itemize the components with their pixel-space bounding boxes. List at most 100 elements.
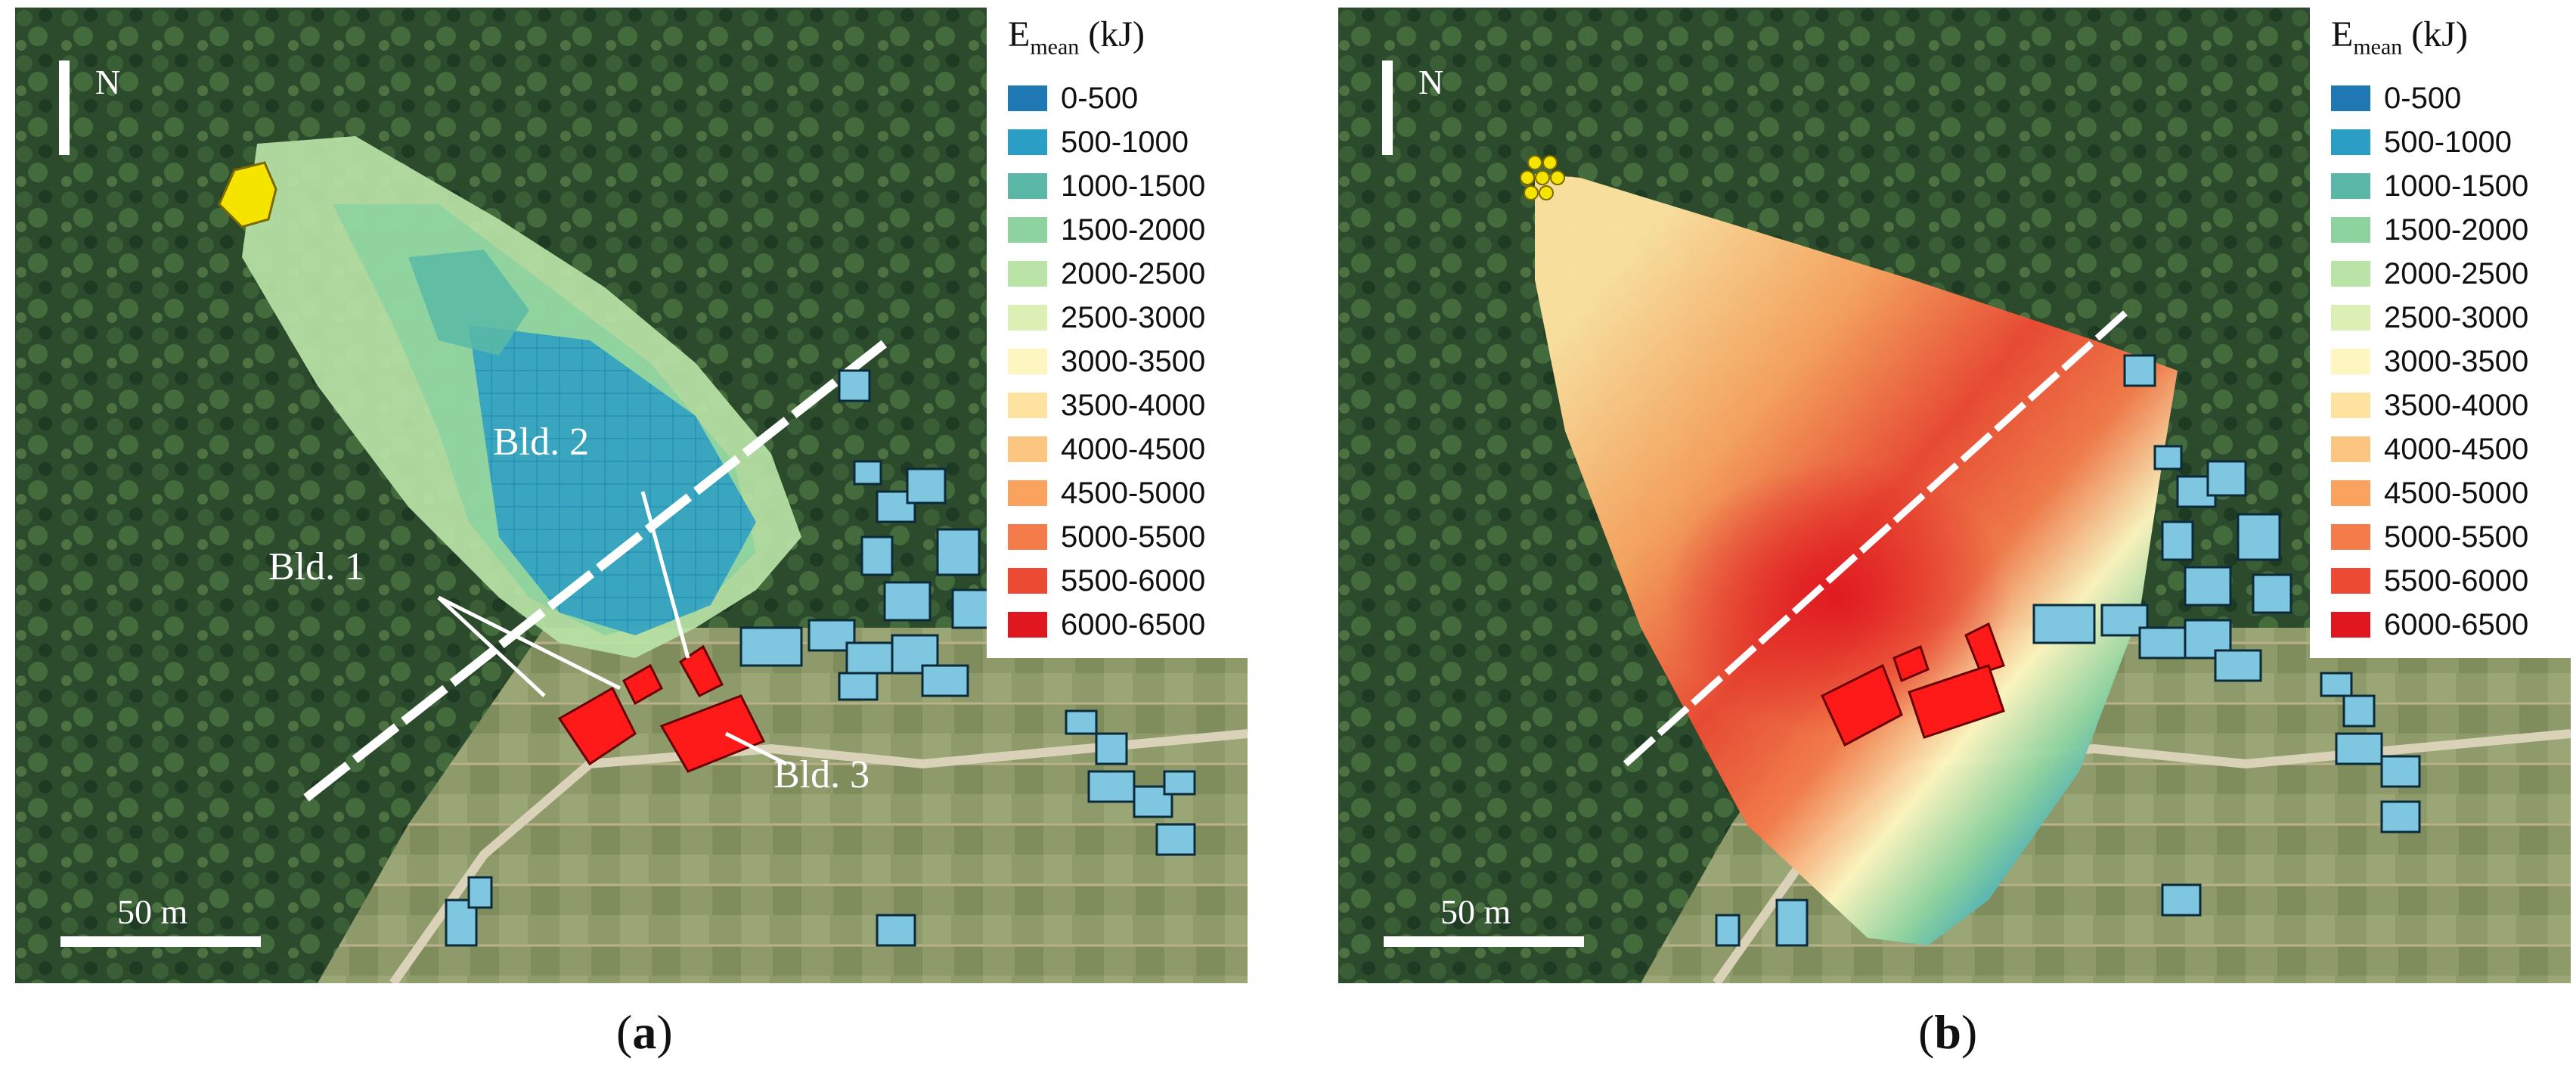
map-panel-a: Bld. 1 Bld. 2 Bld. 3 N 50 m Emean (kJ) 0… — [15, 8, 1248, 983]
legend-label: 6000-6500 — [2384, 607, 2529, 641]
release-zone — [218, 161, 277, 228]
legend-item: 5000-5500 — [1008, 518, 1205, 556]
legend-swatch — [1008, 305, 1047, 331]
legend-item: 4500-5000 — [1008, 474, 1205, 512]
legend-title: Emean (kJ) — [2331, 14, 2468, 60]
legend-item: 1000-1500 — [2331, 167, 2528, 205]
building-3 — [659, 694, 766, 773]
legend-item: 3500-4000 — [2331, 386, 2528, 424]
legend-swatch — [2331, 480, 2370, 506]
legend-item: 3000-3500 — [1008, 343, 1205, 380]
legend: Emean (kJ) 0-500 500-1000 1000-1500 1500-20… — [987, 8, 1248, 658]
legend-swatch — [2331, 568, 2370, 594]
legend-item: 0-500 — [1008, 79, 1138, 117]
building-1 — [557, 686, 637, 766]
legend-swatch — [1008, 568, 1047, 594]
legend-swatch — [2331, 436, 2370, 462]
legend-item: 2000-2500 — [1008, 255, 1205, 293]
callout-building-3: Bld. 3 — [773, 753, 870, 796]
target-buildings — [557, 644, 766, 773]
legend-swatch — [1008, 129, 1047, 155]
building-2 — [1964, 622, 2005, 675]
callout-building-2: Bld. 2 — [493, 421, 590, 464]
legend-item: 6000-6500 — [1008, 606, 1205, 644]
legend-item: 2500-3000 — [2331, 299, 2528, 337]
legend-label: 3000-3500 — [1061, 344, 1206, 378]
legend-swatch — [1008, 261, 1047, 287]
legend-label: 1000-1500 — [1061, 169, 1206, 203]
residential-buildings — [1715, 354, 2421, 947]
protection-barrier — [1623, 307, 2131, 767]
building-2 — [679, 644, 724, 697]
legend-label: 6000-6500 — [1061, 607, 1206, 641]
legend-label: 2500-3000 — [2384, 300, 2529, 334]
legend-swatch — [1008, 173, 1047, 199]
legend-item: 1500-2000 — [2331, 211, 2528, 249]
north-label: N — [1418, 63, 1444, 101]
legend-item: 500-1000 — [2331, 123, 2512, 161]
legend-item: 2500-3000 — [1008, 299, 1205, 337]
legend-item: 4000-4500 — [2331, 430, 2528, 468]
legend-swatch — [1008, 436, 1047, 462]
caption-b: (b) — [1918, 1005, 1978, 1059]
legend-item: 4500-5000 — [2331, 474, 2528, 512]
legend-label: 500-1000 — [1061, 125, 1189, 159]
legend-item: 3500-4000 — [1008, 386, 1205, 424]
legend-label: 2000-2500 — [1061, 256, 1206, 290]
legend-label: 4500-5000 — [1061, 476, 1206, 510]
legend-item: 5500-6000 — [2331, 562, 2528, 600]
callout-leaders — [437, 491, 788, 766]
legend-swatch — [1008, 393, 1047, 418]
legend-item: 6000-6500 — [2331, 606, 2528, 644]
building-1b — [1892, 644, 1930, 683]
legend-label: 0-500 — [1061, 81, 1139, 115]
legend-swatch — [2331, 349, 2370, 374]
legend-item: 4000-4500 — [1008, 430, 1205, 468]
scale-line — [1384, 936, 1584, 947]
residential-buildings — [445, 369, 1196, 947]
legend-swatch — [1008, 349, 1047, 374]
north-label: N — [95, 63, 121, 101]
legend-label: 5500-6000 — [1061, 563, 1206, 597]
legend-label: 3500-4000 — [2384, 388, 2529, 422]
scale-line — [60, 936, 261, 947]
legend-item: 2000-2500 — [2331, 255, 2528, 293]
legend-item: 1500-2000 — [1008, 211, 1205, 249]
legend-item: 1000-1500 — [1008, 167, 1205, 205]
legend-swatch — [2331, 305, 2370, 331]
legend-label: 4500-5000 — [2384, 476, 2529, 510]
legend-swatch — [1008, 480, 1047, 506]
building-1b — [622, 663, 663, 706]
legend-label: 5000-5500 — [2384, 520, 2529, 554]
north-bar — [1382, 61, 1393, 155]
legend-label: 5000-5500 — [1061, 520, 1206, 554]
legend-swatch — [1008, 85, 1047, 111]
scale-label: 50 m — [1440, 892, 1511, 931]
legend-swatch — [2331, 261, 2370, 287]
legend-label: 1500-2000 — [1061, 213, 1206, 247]
legend: Emean (kJ) 0-500 500-1000 1000-1500 1500-20… — [2310, 8, 2571, 658]
legend-swatch — [2331, 173, 2370, 199]
callout-building-1: Bld. 1 — [268, 545, 365, 588]
building-3 — [1908, 664, 2005, 739]
legend-label: 0-500 — [2384, 81, 2462, 115]
legend-label: 500-1000 — [2384, 125, 2512, 159]
legend-swatch — [1008, 217, 1047, 243]
energy-raster-patch — [408, 250, 529, 355]
legend-swatch — [2331, 85, 2370, 111]
legend-swatch — [1008, 524, 1047, 550]
legend-label: 1500-2000 — [2384, 213, 2529, 247]
agricultural-fields — [318, 628, 1248, 983]
energy-raster-core — [469, 325, 756, 635]
legend-title: Emean (kJ) — [1008, 14, 1145, 60]
legend-label: 2000-2500 — [2384, 256, 2529, 290]
legend-swatch — [1008, 612, 1047, 638]
map-panel-b: N 50 m Emean (kJ) 0-500 500-1000 1000-1500… — [1338, 8, 2571, 983]
building-1 — [1821, 663, 1903, 747]
legend-label: 4000-4500 — [1061, 432, 1206, 466]
legend-item: 5500-6000 — [1008, 562, 1205, 600]
caption-a: (a) — [616, 1005, 673, 1059]
legend-label: 3500-4000 — [1061, 388, 1206, 422]
legend-label: 4000-4500 — [2384, 432, 2529, 466]
scale-label: 50 m — [117, 892, 188, 931]
